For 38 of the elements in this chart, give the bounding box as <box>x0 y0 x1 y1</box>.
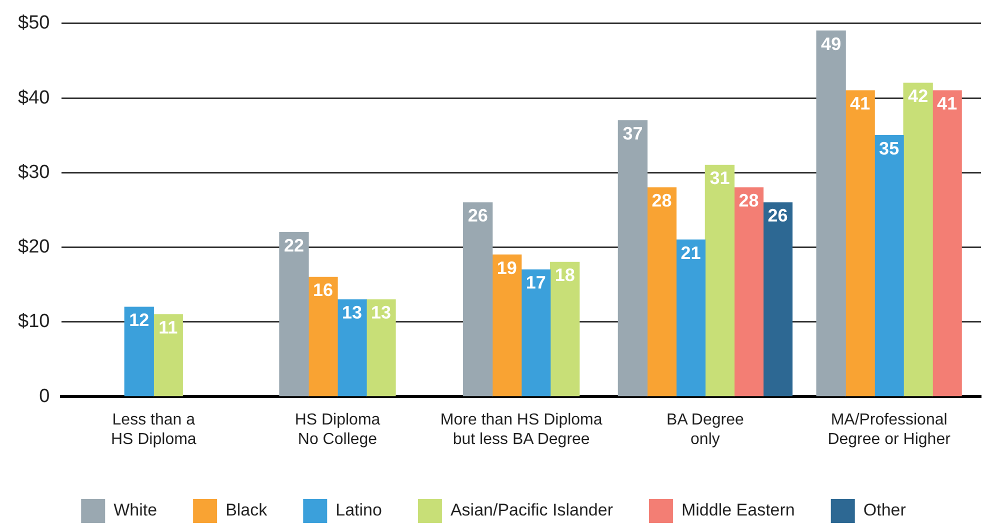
data-label: 28 <box>652 190 672 211</box>
legend-label: Asian/Pacific Islander <box>450 500 614 520</box>
data-label: 37 <box>622 123 643 144</box>
data-label: 13 <box>342 302 362 323</box>
data-label: 49 <box>821 34 842 54</box>
x-tick-label: HS Diploma No College <box>294 412 380 448</box>
data-label: 28 <box>738 190 759 211</box>
x-tick-label: Less than a HS Diploma <box>110 412 196 448</box>
y-tick-label: $40 <box>18 87 50 108</box>
data-label: 26 <box>768 206 788 226</box>
data-label: 19 <box>496 258 517 278</box>
data-label: 17 <box>526 272 546 293</box>
data-label: 35 <box>879 138 900 158</box>
data-label: 12 <box>129 310 150 330</box>
y-tick-label: $50 <box>18 12 50 34</box>
legend-label: Black <box>226 500 268 520</box>
data-label: 13 <box>370 302 392 323</box>
legend-label: White <box>114 500 158 520</box>
data-label: 41 <box>937 94 958 114</box>
data-label: 11 <box>158 317 178 338</box>
data-label: 26 <box>468 206 488 226</box>
y-tick-label: $30 <box>18 162 50 183</box>
data-label: 31 <box>710 168 730 188</box>
y-tick-label: 0 <box>39 386 50 407</box>
data-label: 18 <box>554 265 575 286</box>
legend-label: Other <box>863 500 906 520</box>
data-label: 42 <box>908 86 928 106</box>
legend-label: Latino <box>336 500 382 520</box>
x-tick-label: BA Degree only <box>666 412 744 448</box>
data-label: 16 <box>312 280 334 300</box>
y-tick-label: $10 <box>18 311 50 332</box>
data-label: 41 <box>850 94 870 114</box>
legend-label: Middle Eastern <box>681 500 795 520</box>
data-label: 21 <box>680 242 701 263</box>
x-tick-label: More than HS Diploma but less BA Degree <box>440 412 602 448</box>
x-tick-label: MA/Professional Degree or Higher <box>828 412 952 448</box>
data-label: 22 <box>284 235 304 256</box>
y-tick-label: $20 <box>18 236 50 258</box>
